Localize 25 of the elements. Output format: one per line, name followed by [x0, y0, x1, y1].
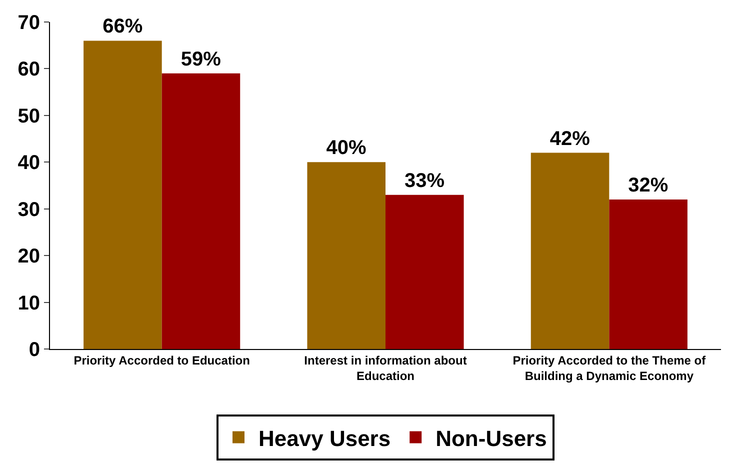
y-tick-label: 50 — [18, 105, 40, 128]
legend-label: Non-Users — [436, 426, 547, 451]
data-label: 32% — [628, 174, 668, 197]
y-tick-label: 10 — [18, 292, 40, 314]
bar — [609, 200, 688, 349]
y-tick-label: 40 — [18, 152, 40, 174]
y-tick-label: 60 — [18, 58, 40, 81]
x-tick-label: Priority Accorded to Education — [74, 353, 250, 368]
bar — [84, 40, 162, 349]
legend-label: Heavy Users — [258, 426, 391, 451]
bar — [307, 162, 386, 349]
data-label: 33% — [404, 170, 445, 192]
data-label: 42% — [550, 128, 590, 150]
data-label: 59% — [180, 48, 222, 70]
x-tick-label: Priority Accorded to the Theme of Building a Dynamic Economy — [512, 353, 707, 383]
x-tick-label: Interest in information about Education — [304, 353, 467, 383]
bar — [530, 152, 610, 349]
data-label: 66% — [102, 16, 143, 38]
y-tick-label: 20 — [18, 246, 40, 268]
y-tick-label: 30 — [18, 198, 40, 221]
bar — [386, 194, 464, 349]
y-tick-label: 70 — [18, 12, 40, 34]
y-tick-label: 0 — [28, 339, 40, 361]
bar — [162, 73, 240, 349]
data-label: 40% — [326, 137, 366, 160]
